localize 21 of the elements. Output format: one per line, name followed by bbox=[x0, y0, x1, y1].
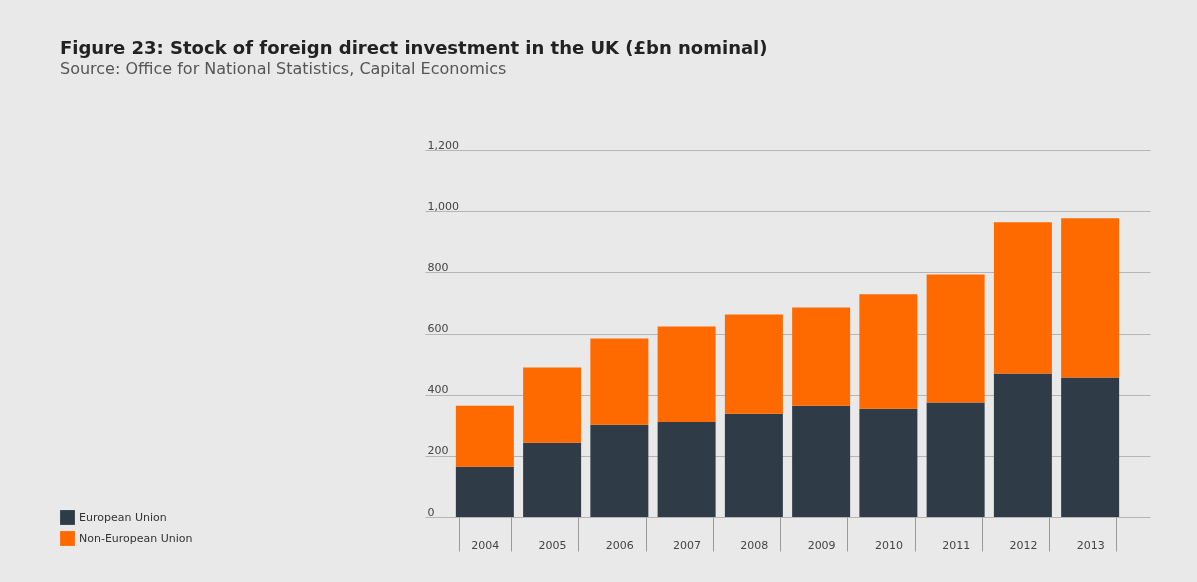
x-tick-label: 2012 bbox=[1009, 538, 1038, 552]
x-tick-label: 2013 bbox=[1076, 538, 1105, 552]
chart-title: Figure 23: Stock of foreign direct investment in the UK (£bn nominal) bbox=[60, 37, 768, 58]
y-tick-label: 0 bbox=[427, 505, 435, 519]
x-tick-label: 2009 bbox=[807, 538, 836, 552]
y-tick-label: 200 bbox=[427, 444, 449, 458]
x-tick-label: 2010 bbox=[874, 538, 903, 552]
legend-label: European Union bbox=[79, 510, 167, 524]
x-tick-label: 2005 bbox=[538, 538, 567, 552]
x-tick-label: 2004 bbox=[471, 538, 500, 552]
x-tick-label: 2006 bbox=[605, 538, 634, 552]
y-tick-label: 1,200 bbox=[427, 138, 459, 152]
y-tick-label: 600 bbox=[427, 322, 449, 335]
legend-label: Non-European Union bbox=[79, 531, 193, 545]
y-tick-label: 400 bbox=[427, 383, 449, 397]
x-tick-label: 2011 bbox=[942, 538, 971, 552]
y-tick-label: 800 bbox=[427, 260, 449, 274]
y-tick-label: 1,000 bbox=[427, 199, 459, 213]
x-tick-label: 2008 bbox=[740, 538, 769, 552]
text: Source: Office for National Statistics, Capital Economics bbox=[60, 59, 507, 78]
x-tick-label: 2007 bbox=[673, 538, 702, 552]
